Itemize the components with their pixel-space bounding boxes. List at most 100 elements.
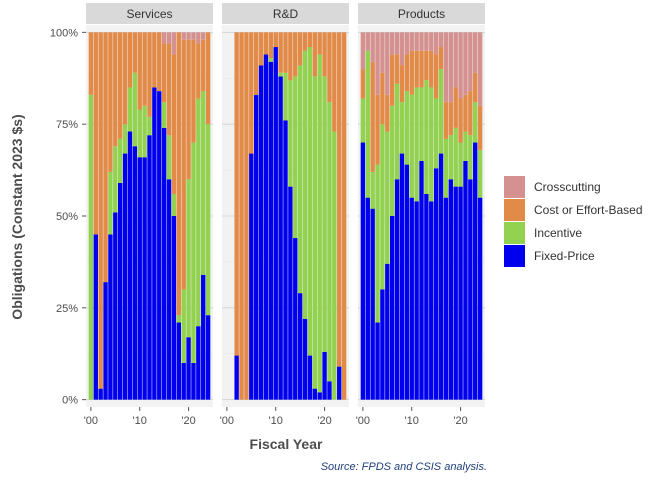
bar-fixed-price-2017: [443, 197, 449, 400]
bar-cost-or-effort-based-2016: [438, 47, 444, 70]
x-tick-label: '00: [356, 415, 370, 427]
bar-cost-or-effort-based-2000: [88, 32, 94, 95]
y-tick-label: 0%: [62, 395, 78, 407]
bar-crosscutting-2004: [380, 32, 385, 73]
legend-key: [504, 245, 525, 267]
bar-incentive-2007: [394, 83, 400, 180]
bar-crosscutting-2024: [477, 32, 483, 106]
bar-cost-or-effort-based-2020: [458, 98, 463, 143]
bar-incentive-2016: [302, 50, 308, 319]
bar-incentive-2018: [448, 135, 454, 180]
bar-fixed-price-2023: [473, 142, 478, 400]
bar-fixed-price-2005: [113, 212, 118, 400]
bar-incentive-2013: [288, 80, 293, 187]
bar-fixed-price-2016: [166, 179, 172, 400]
bar-incentive-2003: [375, 164, 380, 323]
bar-cost-or-effort-based-2004: [108, 32, 113, 172]
bar-cost-or-effort-based-2007: [394, 54, 400, 84]
bar-fixed-price-2019: [453, 186, 458, 400]
bar-fixed-price-2016: [438, 153, 444, 400]
bar-fixed-price-2007: [394, 179, 400, 400]
bar-crosscutting-2002: [370, 32, 375, 62]
bar-incentive-2021: [327, 102, 332, 382]
bar-incentive-2018: [312, 76, 318, 389]
bar-crosscutting-2008: [399, 32, 405, 66]
bar-cost-or-effort-based-2023: [337, 32, 342, 367]
bar-fixed-price-2009: [404, 164, 410, 400]
bar-fixed-price-2002: [98, 388, 103, 400]
bar-cost-or-effort-based-2005: [385, 94, 390, 132]
bar-crosscutting-2007: [394, 32, 400, 55]
bar-incentive-2009: [268, 58, 274, 62]
legend-label: Crosscutting: [534, 180, 601, 194]
bar-crosscutting-2006: [389, 32, 395, 55]
bar-incentive-2015: [161, 102, 167, 128]
bar-fixed-price-2015: [433, 168, 439, 400]
bar-fixed-price-2021: [327, 381, 332, 400]
y-tick-label: 100%: [50, 27, 78, 39]
bar-cost-or-effort-based-2021: [191, 39, 196, 143]
bar-crosscutting-2015: [161, 32, 167, 44]
bar-crosscutting-2005: [385, 32, 390, 95]
bar-fixed-price-2004: [380, 289, 385, 400]
bar-cost-or-effort-based-2014: [157, 32, 162, 92]
bar-cost-or-effort-based-2017: [307, 32, 313, 48]
bar-incentive-2023: [201, 91, 206, 275]
bar-fixed-price-2014: [293, 238, 298, 400]
bar-incentive-2006: [389, 105, 395, 216]
legend-key: [504, 199, 525, 221]
bar-incentive-2009: [132, 72, 138, 147]
bar-cost-or-effort-based-2010: [273, 32, 278, 48]
panel-r-d: R&D '00 '10 '20: [220, 3, 349, 427]
bar-incentive-2023: [473, 102, 478, 143]
bars: [88, 32, 211, 400]
x-tick-label: '10: [269, 415, 283, 427]
bar-cost-or-effort-based-2000: [360, 69, 366, 99]
bar-fixed-price-2016: [302, 318, 308, 400]
bar-cost-or-effort-based-2018: [448, 102, 454, 136]
bar-incentive-2000: [360, 98, 366, 143]
bar-cost-or-effort-based-2013: [152, 32, 157, 88]
bar-cost-or-effort-based-2023: [473, 72, 478, 103]
bar-fixed-price-2000: [360, 142, 366, 400]
bar-crosscutting-2023: [473, 32, 478, 73]
y-axis-title: Obligations (Constant 2023 $s): [9, 114, 25, 319]
bar-crosscutting-2019: [453, 32, 458, 88]
bar-fixed-price-2005: [249, 153, 254, 400]
bar-incentive-2011: [278, 72, 283, 77]
bar-incentive-2002: [370, 171, 375, 209]
bar-fixed-price-2001: [93, 234, 98, 400]
bar-cost-or-effort-based-2009: [132, 32, 138, 73]
bar-incentive-2021: [191, 142, 196, 363]
bar-crosscutting-2020: [458, 32, 463, 99]
bar-cost-or-effort-based-2022: [468, 91, 473, 136]
bar-fixed-price-2007: [122, 153, 128, 400]
bar-fixed-price-2019: [317, 392, 322, 400]
bar-incentive-2024: [205, 124, 211, 316]
panel-products: Products '00 '10 '20: [356, 3, 485, 427]
bar-cost-or-effort-based-2020: [186, 39, 191, 180]
bar-incentive-2020: [322, 76, 327, 352]
bar-cost-or-effort-based-2008: [127, 32, 133, 88]
bar-fixed-price-2010: [409, 197, 414, 400]
bar-cost-or-effort-based-2024: [341, 32, 347, 400]
x-tick-label: '20: [317, 415, 331, 427]
bar-incentive-2021: [463, 131, 468, 161]
bar-fixed-price-2006: [253, 94, 259, 400]
bar-fixed-price-2011: [142, 157, 147, 400]
bar-fixed-price-2019: [181, 362, 186, 400]
bar-cost-or-effort-based-2017: [171, 54, 177, 194]
bar-incentive-2015: [433, 98, 439, 169]
bar-cost-or-effort-based-2019: [181, 39, 186, 290]
bar-crosscutting-2022: [468, 32, 473, 92]
bar-cost-or-effort-based-2006: [117, 32, 123, 139]
bar-incentive-2022: [332, 131, 337, 400]
bar-fixed-price-2022: [468, 179, 473, 400]
bar-fixed-price-2023: [337, 366, 342, 400]
bar-incentive-2019: [181, 289, 186, 363]
bar-incentive-2012: [283, 72, 288, 121]
legend-item-crosscutting: Crosscutting: [504, 176, 601, 198]
bar-fixed-price-2003: [375, 322, 380, 400]
bar-cost-or-effort-based-2013: [424, 50, 429, 81]
panel-strip-label: Products: [398, 7, 445, 21]
